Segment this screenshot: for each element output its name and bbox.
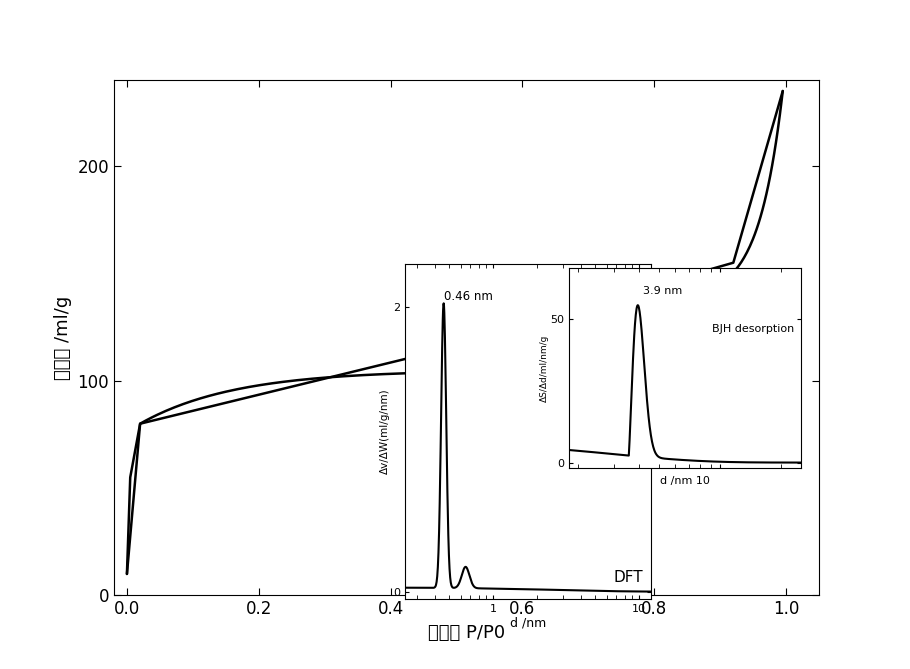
Text: 0.46 nm: 0.46 nm [444,290,492,302]
Y-axis label: 吸附量 /ml/g: 吸附量 /ml/g [54,296,72,380]
Y-axis label: Δv/ΔW(ml/g/nm): Δv/ΔW(ml/g/nm) [380,389,390,474]
Y-axis label: ΔS/Δd/ml/nm/g: ΔS/Δd/ml/nm/g [540,334,549,401]
X-axis label: 分压点 P/P0: 分压点 P/P0 [428,624,505,642]
Text: DFT: DFT [613,571,643,585]
X-axis label: d /nm: d /nm [510,616,546,630]
X-axis label: d /nm 10: d /nm 10 [660,476,710,486]
Text: BJH desorption: BJH desorption [712,324,794,334]
Text: 3.9 nm: 3.9 nm [643,286,682,296]
